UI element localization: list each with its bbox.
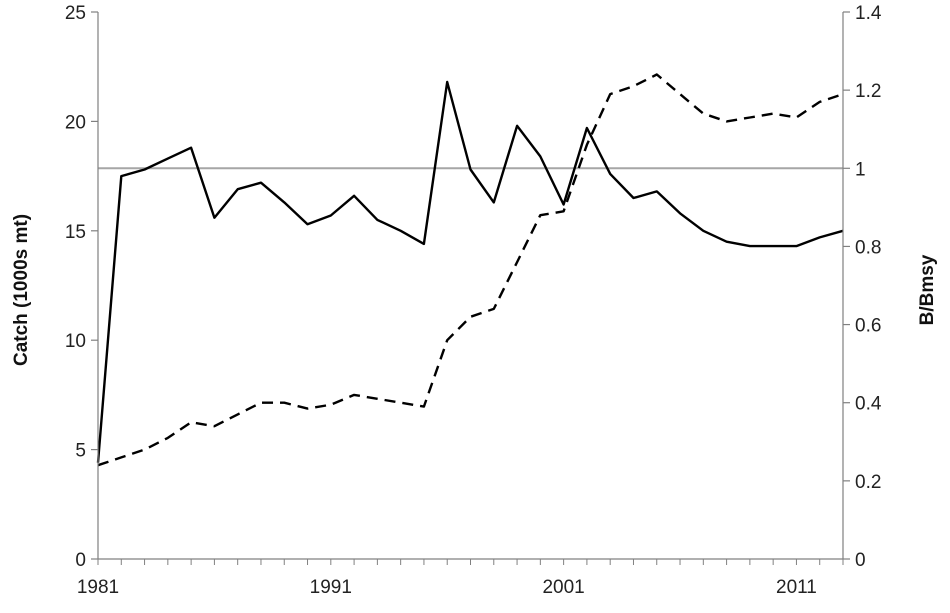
left-axis-title: Catch (1000s mt) [11,214,32,366]
x-axis-tick-label: 2011 [776,577,817,598]
right-axis-tick-label: 1 [855,159,866,180]
left-axis-tick-label: 15 [65,222,86,243]
bbmsy-series-line [97,73,844,467]
axes-layer [91,11,850,565]
right-axis-tick-label: 0.6 [855,316,881,337]
x-axis-tick-label: 1981 [77,577,119,598]
right-axis-title: B/Bmsy [917,254,938,325]
left-axis-tick-label: 0 [75,550,86,571]
left-axis-tick-label: 5 [75,441,86,462]
right-axis-tick-label: 0.2 [855,472,881,493]
left-axis-tick-label: 25 [65,3,86,24]
series-layer [96,73,844,467]
x-axis-tick-label: 1991 [310,577,352,598]
left-axis-tick-label: 10 [65,331,86,352]
right-axis-tick-label: 0 [855,550,866,571]
left-axis-tick-label: 20 [65,112,86,133]
right-axis-tick-label: 1.4 [855,3,882,24]
right-axis-tick-label: 0.4 [855,394,882,415]
right-axis-tick-label: 1.2 [855,81,881,102]
right-axis-tick-label: 0.8 [855,237,881,258]
tick-labels-layer: 0 5 10 15 20 25 0 0.2 0.4 0.6 0.8 1 1.2 1.4 1981 1991 20… [65,3,882,598]
x-axis-tick-label: 2001 [542,577,584,598]
catch-series-line [96,80,844,463]
